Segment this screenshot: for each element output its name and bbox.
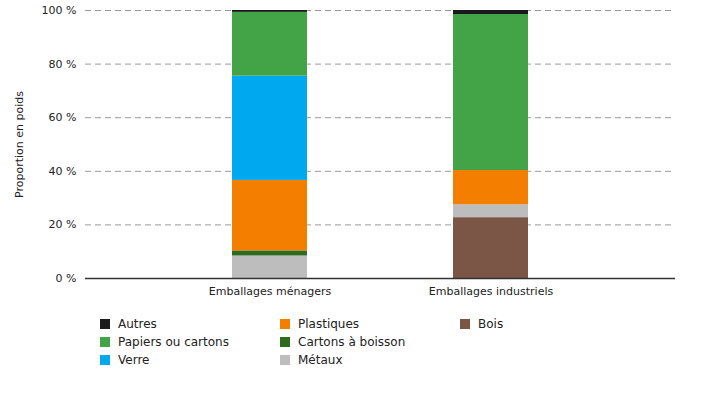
- svg-text:20 %: 20 %: [49, 218, 77, 231]
- html-text:Verre: Verre: [118, 353, 150, 367]
- svg-text:100 %: 100 %: [42, 4, 77, 17]
- svg-text:40 %: 40 %: [49, 165, 77, 178]
- html-text:Bois: Bois: [478, 317, 504, 331]
- html-text:Plastiques: Plastiques: [298, 317, 360, 331]
- svg-text:0 %: 0 %: [56, 272, 77, 285]
- html-text:Autres: Autres: [118, 317, 157, 331]
- html-text:Cartons à boisson: Cartons à boisson: [298, 335, 406, 349]
- svg-text:60 %: 60 %: [49, 111, 77, 124]
- svg-text:Emballages ménagers: Emballages ménagers: [209, 285, 332, 298]
- svg-text:Emballages industriels: Emballages industriels: [429, 285, 554, 298]
- svg-text:Proportion en poids: Proportion en poids: [13, 91, 26, 198]
- html-text:Papiers ou cartons: Papiers ou cartons: [118, 335, 229, 349]
- svg-text:80 %: 80 %: [49, 58, 77, 71]
- html-text:Métaux: Métaux: [298, 353, 343, 367]
